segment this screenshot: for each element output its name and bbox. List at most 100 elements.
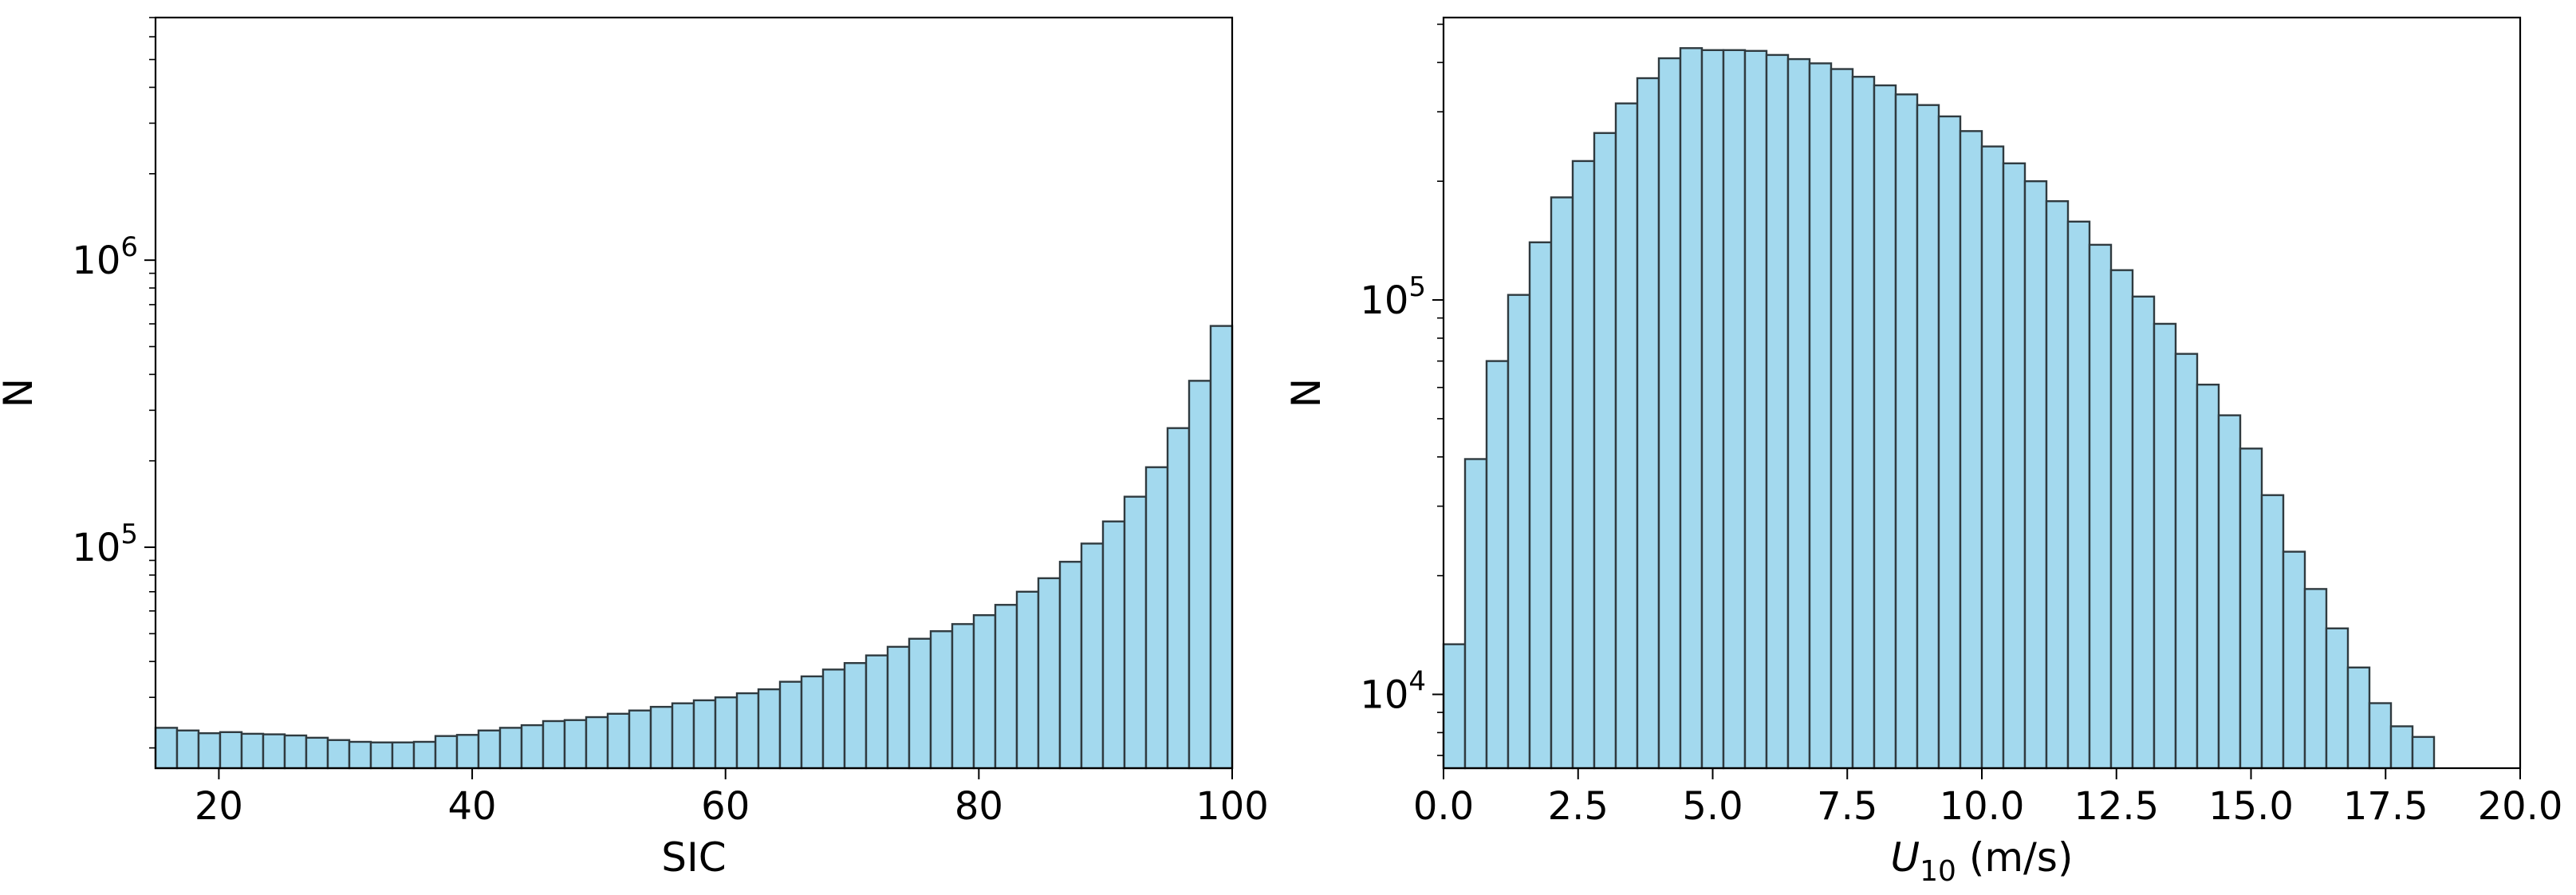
histogram-bar: [1209, 325, 1234, 770]
histogram-bar: [1636, 77, 1660, 770]
histogram-bar: [714, 696, 739, 770]
x-tick-label: 100: [1195, 784, 1269, 829]
histogram-bar: [1722, 49, 1747, 770]
x-tick-label: 2.5: [1548, 784, 1609, 829]
histogram-bar: [951, 623, 975, 770]
histogram-bar: [1528, 241, 1553, 770]
histogram-bar: [972, 613, 997, 770]
wind-speed-histogram-panel: 0.0 2.5 5.0 7.5 10.0 12.5 15.0 17.5 20.0 104 105 N U…: [1283, 16, 2563, 888]
y-tick-label: 106: [72, 231, 138, 283]
histogram-bar: [1873, 84, 1897, 770]
histogram-bar: [1593, 132, 1617, 770]
histogram-bar: [2045, 200, 2070, 770]
histogram-bar: [1463, 458, 1488, 770]
histogram-bar: [542, 720, 566, 770]
histogram-bar: [1571, 160, 1596, 770]
histogram-bar: [1830, 68, 1854, 770]
histogram-bar: [2282, 550, 2306, 770]
histogram-bar: [1959, 130, 1983, 770]
histogram-bar: [283, 734, 308, 770]
histogram-bar: [2325, 627, 2350, 770]
histogram-bar: [2066, 220, 2091, 770]
histogram-bar: [1015, 590, 1040, 770]
histogram-bar: [2131, 295, 2156, 770]
histogram-bar: [2109, 269, 2134, 770]
histogram-bar: [1614, 102, 1639, 770]
sic-histogram-panel: 20 40 60 80 100 105 106 N SIC: [0, 16, 1269, 881]
y-tick-label: 105: [72, 518, 138, 570]
histogram-bar: [1123, 495, 1148, 770]
histogram-bar: [455, 734, 480, 770]
x-tick-label: 15.0: [2208, 784, 2294, 829]
histogram-bar: [563, 719, 588, 770]
histogram-bar: [369, 741, 394, 770]
histogram-bar: [1700, 49, 1725, 770]
x-tick-label: 12.5: [2074, 784, 2159, 829]
histogram-bar: [305, 736, 329, 770]
x-tick-label: 5.0: [1682, 784, 1743, 829]
histogram-bar: [929, 630, 954, 770]
histogram-bar: [219, 731, 243, 770]
histogram-bar: [1442, 643, 1467, 770]
histogram-bar: [865, 654, 889, 770]
histogram-bar: [1679, 47, 1704, 770]
histogram-bar: [2023, 179, 2048, 770]
histogram-bar: [800, 675, 825, 770]
x-tick-label: 20.0: [2478, 784, 2563, 829]
histogram-bar: [2303, 588, 2328, 770]
histogram-bar: [606, 712, 631, 770]
x-tick-label: 40: [448, 784, 497, 829]
histogram-bar: [778, 680, 803, 770]
histogram-bar: [2196, 383, 2220, 770]
histogram-bar: [692, 699, 717, 770]
x-tick-label: 0.0: [1413, 784, 1474, 829]
histogram-bar: [1507, 294, 1531, 770]
histogram-bar: [326, 739, 351, 770]
histogram-bar: [175, 729, 200, 770]
histogram-bar: [2217, 414, 2242, 770]
histogram-bar: [886, 645, 911, 770]
histogram-bar: [262, 733, 286, 770]
histogram-bar: [1550, 196, 1574, 770]
histogram-bar: [1937, 115, 1962, 770]
histogram-bar: [1808, 62, 1833, 770]
histogram-bar: [240, 732, 265, 770]
x-tick-label: 80: [955, 784, 1003, 829]
histogram-bar: [757, 688, 782, 770]
y-tick-label: 105: [1360, 271, 1426, 323]
histogram-bar: [1101, 520, 1126, 770]
histogram-bar: [1058, 561, 1083, 770]
x-tick-label: 20: [195, 784, 243, 829]
histogram-bar: [1657, 57, 1682, 770]
histogram-bar: [520, 723, 545, 770]
histogram-bar: [498, 727, 523, 770]
histogram-bar: [1765, 53, 1790, 770]
histogram-bar: [1786, 57, 1811, 770]
histogram-bar: [671, 702, 695, 770]
histogram-bar: [628, 709, 652, 770]
histogram-bar: [391, 741, 416, 770]
histogram-bar: [821, 668, 846, 770]
axes-frame: [154, 16, 1234, 770]
histogram-bar: [1080, 542, 1105, 770]
histogram-bar: [649, 705, 674, 770]
histogram-bar: [1894, 93, 1919, 770]
histogram-bar: [1980, 145, 2005, 770]
histogram-bar: [2368, 702, 2393, 770]
y-axis-label: N: [0, 378, 41, 408]
histogram-bar: [1743, 49, 1768, 770]
histogram-bar: [348, 740, 372, 770]
histogram-bar: [154, 727, 179, 770]
histogram-bar: [1037, 577, 1062, 770]
histogram-bar: [434, 735, 459, 770]
histogram-bar: [2088, 243, 2113, 770]
histogram-bar: [1188, 380, 1212, 770]
histogram-bar: [1916, 104, 1940, 770]
histogram-bar: [2153, 322, 2177, 770]
x-tick-label: 7.5: [1817, 784, 1877, 829]
histogram-bar: [2002, 162, 2027, 770]
x-axis-label: U10 (m/s): [1891, 834, 2074, 888]
histogram-bar: [1166, 427, 1191, 770]
